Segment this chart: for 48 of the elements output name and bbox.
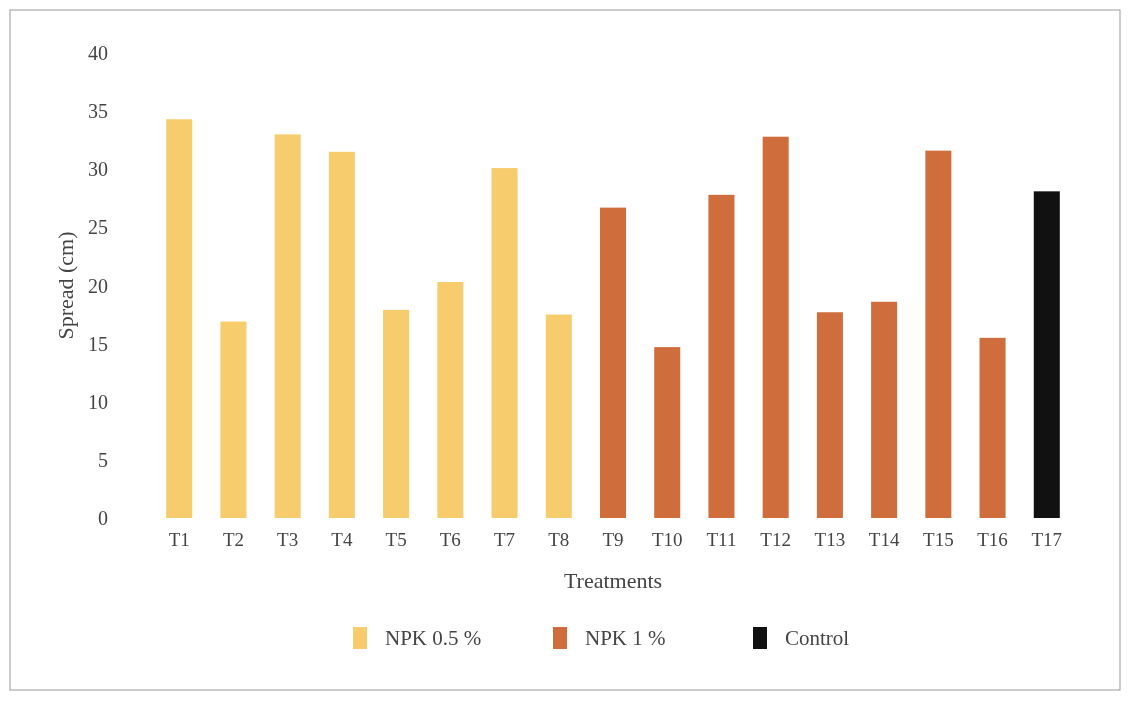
bar [816,312,843,518]
x-tick-label: T10 [651,529,683,550]
x-tick-label: T7 [494,529,516,550]
bar [1033,191,1060,518]
x-tick-label: T6 [439,529,461,550]
bar [545,314,572,518]
x-tick-label: T11 [706,529,737,550]
y-tick-label: 40 [88,42,108,64]
bar [274,134,301,518]
x-tick-label: T15 [923,529,954,550]
bar [328,151,355,518]
x-tick-label: T2 [222,529,244,550]
bar [599,207,627,518]
legend-label: Control [785,626,850,651]
x-tick-label: T3 [277,529,299,550]
legend-label: NPK 0.5 % [385,626,482,651]
y-tick-label: 35 [88,100,108,123]
y-tick-label: 30 [88,158,108,181]
bar [654,347,681,518]
x-tick-label: T9 [602,529,624,550]
legend-label: NPK 1 % [585,626,666,651]
y-axis-title: Spread (cm) [53,231,78,340]
y-tick-label: 15 [88,332,108,355]
x-tick-label: T16 [977,529,1008,550]
bar [491,168,518,518]
x-tick-label: T4 [331,529,353,550]
bar [979,337,1006,518]
x-tick-label: T8 [548,529,570,550]
y-tick-label: 20 [88,274,108,297]
bar [762,136,789,518]
bar [437,282,464,518]
bar [220,321,247,518]
x-tick-label: T1 [168,529,190,550]
x-tick-label: T5 [385,529,407,550]
x-axis-title: Treatments [563,568,663,593]
bar [871,301,898,518]
x-tick-label: T14 [868,529,900,550]
x-tick-label: T12 [760,529,791,550]
x-tick-label: T13 [814,529,846,550]
bar [708,194,735,518]
bar [925,150,952,518]
bar [383,309,410,518]
y-tick-label: 25 [88,216,108,239]
y-tick-label: 0 [98,507,108,529]
y-tick-label: 10 [88,390,108,413]
bar [166,119,193,518]
x-tick-label: T17 [1031,529,1063,550]
y-tick-label: 5 [98,448,108,471]
